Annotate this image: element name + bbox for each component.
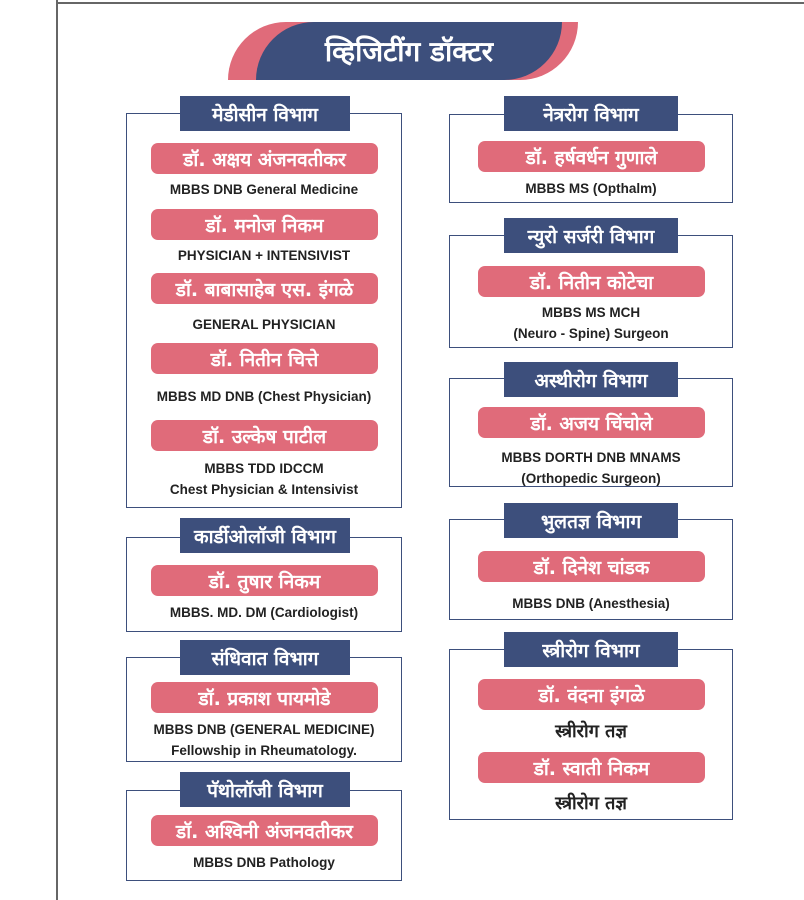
doctor-qualification: GENERAL PHYSICIAN (192, 317, 336, 332)
doctor-qualification: स्त्रीरोग तज्ञ (555, 721, 627, 742)
doctor-qualification: MBBS MS (Opthalm) (525, 181, 657, 196)
doctor-name: डॉ. वंदना इंगळे (478, 679, 705, 710)
page-border-left (56, 0, 58, 900)
doctor-qualification: MBBS DNB (GENERAL MEDICINE) (153, 722, 375, 737)
doctor-name: डॉ. दिनेश चांडक (478, 551, 705, 582)
doctor-qualification: MBBS MS MCH (541, 305, 641, 320)
department-heading: मेडीसीन विभाग (180, 96, 350, 131)
doctor-name: डॉ. तुषार निकम (151, 565, 378, 596)
department-heading: कार्डीओलॉजी विभाग (180, 518, 350, 553)
doctor-qualification: MBBS MD DNB (Chest Physician) (156, 389, 372, 404)
department-heading: नेत्ररोग विभाग (504, 96, 678, 131)
department-heading: संधिवात विभाग (180, 640, 350, 675)
doctor-name: डॉ. उल्केष पाटील (151, 420, 378, 451)
doctor-qualification: MBBS TDD IDCCM (204, 461, 324, 476)
doctor-qualification: MBBS DORTH DNB MNAMS (501, 450, 681, 465)
doctor-name: डॉ. स्वाती निकम (478, 752, 705, 783)
doctor-name: डॉ. अजय चिंचोले (478, 407, 705, 438)
doctor-qualification: MBBS DNB (Anesthesia) (512, 596, 670, 611)
doctor-qualification: MBBS. MD. DM (Cardiologist) (169, 605, 359, 620)
doctor-name: डॉ. नितीन चित्ते (151, 343, 378, 374)
doctor-qualification: Chest Physician & Intensivist (169, 482, 359, 497)
doctor-name: डॉ. अक्षय अंजनवतीकर (151, 143, 378, 174)
doctor-name: डॉ. बाबासाहेब एस. इंगळे (151, 273, 378, 304)
department-heading: भुलतज्ञ विभाग (504, 503, 678, 538)
department-heading: पॅथोलॉजी विभाग (180, 772, 350, 807)
doctor-name: डॉ. हर्षवर्धन गुणाले (478, 141, 705, 172)
doctor-name: डॉ. मनोज निकम (151, 209, 378, 240)
doctor-name: डॉ. नितीन कोटेचा (478, 266, 705, 297)
doctor-qualification: (Orthopedic Surgeon) (521, 471, 661, 486)
doctor-qualification: (Neuro - Spine) Surgeon (513, 326, 669, 341)
doctor-qualification: PHYSICIAN + INTENSIVIST (177, 248, 351, 263)
department-heading: न्युरो सर्जरी विभाग (504, 218, 678, 253)
page-title: व्हिजिटींग डॉक्टर (256, 22, 562, 80)
doctor-qualification: MBBS DNB General Medicine (169, 182, 359, 197)
doctor-qualification: Fellowship in Rheumatology. (171, 743, 357, 758)
department-heading: स्त्रीरोग विभाग (504, 632, 678, 667)
department-heading: अस्थीरोग विभाग (504, 362, 678, 397)
doctor-name: डॉ. प्रकाश पायमोडे (151, 682, 378, 713)
doctor-name: डॉ. अश्विनी अंजनवतीकर (151, 815, 378, 846)
doctor-qualification: स्त्रीरोग तज्ञ (555, 793, 627, 814)
page-border-top (56, 2, 804, 4)
doctor-qualification: MBBS DNB Pathology (193, 855, 335, 870)
